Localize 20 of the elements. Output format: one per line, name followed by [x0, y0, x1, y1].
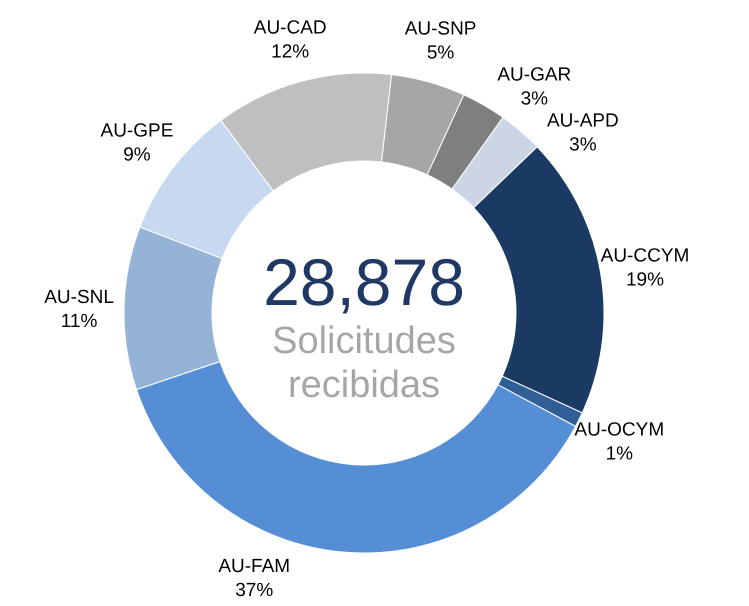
slice-label: AU-SNP	[404, 18, 476, 40]
data-label: 3%	[569, 134, 597, 156]
text: Solicitudes recibidas	[272, 320, 456, 406]
data-label: 19%	[626, 269, 664, 290]
data-label: 5%	[426, 42, 454, 64]
slice-label: AU-GPE	[100, 120, 174, 142]
slice-label: AU-GAR	[497, 64, 572, 86]
slice-label: AU-CAD	[254, 18, 327, 39]
slice-label: AU-APD	[546, 110, 619, 132]
data-label: 12%	[271, 42, 310, 63]
data-label: 11%	[60, 311, 98, 332]
text: 28,878	[263, 245, 465, 319]
data-label: 3%	[520, 88, 548, 110]
slice-label: AU-OCYM	[574, 420, 664, 441]
data-label: 9%	[123, 144, 151, 166]
data-label: 1%	[606, 444, 634, 465]
data-label: 37%	[235, 580, 274, 601]
slice-label: AU-SNL	[44, 287, 114, 308]
slice-label: AU-CCYM	[600, 245, 690, 266]
slice-label: AU-FAM	[218, 556, 290, 577]
